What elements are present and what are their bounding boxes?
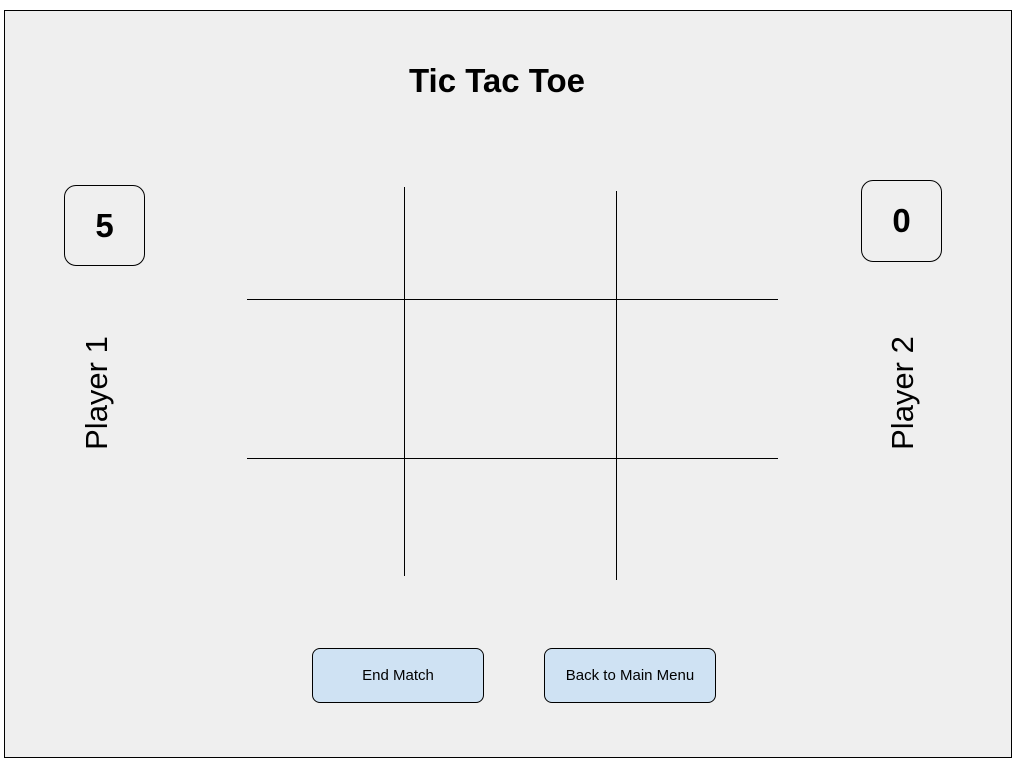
grid-line-vertical-left	[404, 187, 405, 576]
board-cell-4[interactable]	[247, 300, 404, 458]
board-cell-8[interactable]	[405, 459, 616, 580]
board-cell-6[interactable]	[617, 300, 778, 458]
player-1-score: 5	[64, 185, 145, 266]
grid-line-horizontal-top	[247, 299, 778, 300]
board-cell-7[interactable]	[247, 459, 404, 580]
board-cell-3[interactable]	[617, 187, 778, 299]
game-window: Tic Tac Toe 5 Player 1 0 Player 2 End Ma…	[4, 10, 1012, 758]
board-cell-9[interactable]	[617, 459, 778, 580]
end-match-button[interactable]: End Match	[312, 648, 484, 703]
page-title: Tic Tac Toe	[408, 62, 586, 99]
player-2-score: 0	[861, 180, 942, 262]
board-cell-2[interactable]	[405, 187, 616, 299]
board-cell-5[interactable]	[405, 300, 616, 458]
game-board	[5, 11, 1011, 757]
grid-line-horizontal-bottom	[247, 458, 778, 459]
board-cell-1[interactable]	[247, 187, 404, 299]
grid-line-vertical-right	[616, 191, 617, 580]
back-to-main-menu-button[interactable]: Back to Main Menu	[544, 648, 716, 703]
